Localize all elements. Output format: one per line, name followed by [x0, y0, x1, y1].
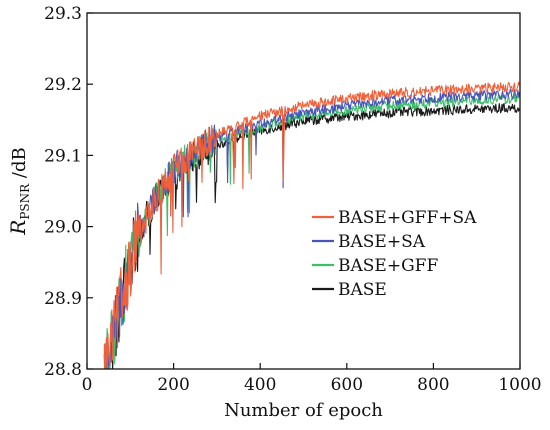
x-axis-label: Number of epoch — [224, 400, 383, 421]
series-line — [103, 81, 520, 369]
svg-text:RPSNR /dB: RPSNR /dB — [6, 147, 32, 235]
x-tick-label: 400 — [244, 375, 276, 395]
x-tick-label: 0 — [82, 375, 93, 395]
series-line — [103, 103, 520, 369]
y-axis-label-sub: PSNR — [18, 183, 32, 220]
y-axis-label-main: R — [6, 220, 30, 236]
series-line — [104, 88, 520, 369]
y-tick-label: 29.0 — [44, 218, 82, 238]
series-line — [104, 93, 520, 369]
x-tick-label: 1000 — [498, 375, 541, 395]
y-tick-label: 28.9 — [44, 289, 82, 309]
y-tick-label: 29.2 — [44, 75, 82, 95]
legend-label: BASE+GFF — [338, 256, 438, 276]
y-axis-label: RPSNR /dB — [6, 147, 32, 235]
series-layer — [103, 81, 520, 369]
legend: BASE+GFF+SA BASE+SA BASE+GFF BASE — [312, 208, 477, 300]
legend-label: BASE — [338, 280, 387, 300]
legend-label: BASE+GFF+SA — [338, 208, 477, 228]
x-tick-label: 200 — [157, 375, 189, 395]
y-tick-label: 28.8 — [44, 360, 82, 380]
legend-label: BASE+SA — [338, 232, 426, 252]
x-tick-label: 800 — [417, 375, 449, 395]
y-tick-label: 29.1 — [44, 146, 82, 166]
x-axis: 0 200 400 600 800 1000 — [82, 363, 542, 395]
y-axis: 28.8 28.9 29.0 29.1 29.2 29.3 — [44, 4, 93, 380]
y-axis-label-unit: /dB — [9, 147, 30, 184]
plot-frame — [86, 12, 521, 370]
y-tick-label: 29.3 — [44, 4, 82, 24]
x-tick-label: 600 — [331, 375, 363, 395]
